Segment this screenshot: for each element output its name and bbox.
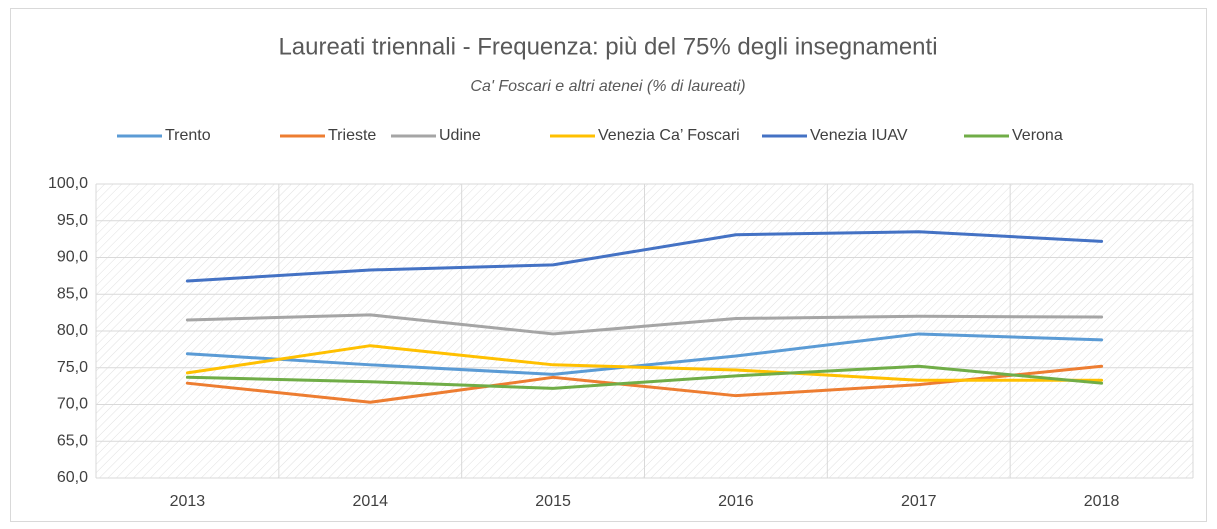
series-line (185, 364, 1104, 390)
legend-label: Udine (439, 127, 481, 144)
chart-subtitle: Ca' Foscari e altri atenei (% di laureat… (470, 78, 745, 95)
legend-label: Venezia IUAV (810, 127, 908, 144)
x-tick-label: 2016 (718, 493, 754, 510)
y-tick-label: 95,0 (57, 212, 88, 229)
x-tick-label: 2014 (352, 493, 388, 510)
series-line (185, 230, 1104, 283)
x-tick-label: 2018 (1084, 493, 1120, 510)
chart-title: Laureati triennali - Frequenza: più del … (278, 33, 937, 60)
y-tick-label: 75,0 (57, 359, 88, 376)
legend-label: Verona (1012, 127, 1063, 144)
legend-label: Venezia Ca’ Foscari (598, 127, 740, 144)
y-tick-label: 80,0 (57, 322, 88, 339)
x-tick-label: 2015 (535, 493, 571, 510)
x-tick-label: 2017 (901, 493, 937, 510)
x-tick-label: 2013 (170, 493, 206, 510)
series-line (185, 344, 1104, 382)
y-tick-label: 65,0 (57, 432, 88, 449)
series-line (185, 313, 1104, 336)
y-tick-label: 70,0 (57, 396, 88, 413)
y-tick-label: 90,0 (57, 249, 88, 266)
y-tick-label: 100,0 (48, 175, 88, 192)
y-tick-label: 85,0 (57, 285, 88, 302)
legend-label: Trento (165, 127, 211, 144)
y-tick-label: 60,0 (57, 469, 88, 486)
legend-label: Trieste (328, 127, 376, 144)
series-line (185, 332, 1104, 376)
